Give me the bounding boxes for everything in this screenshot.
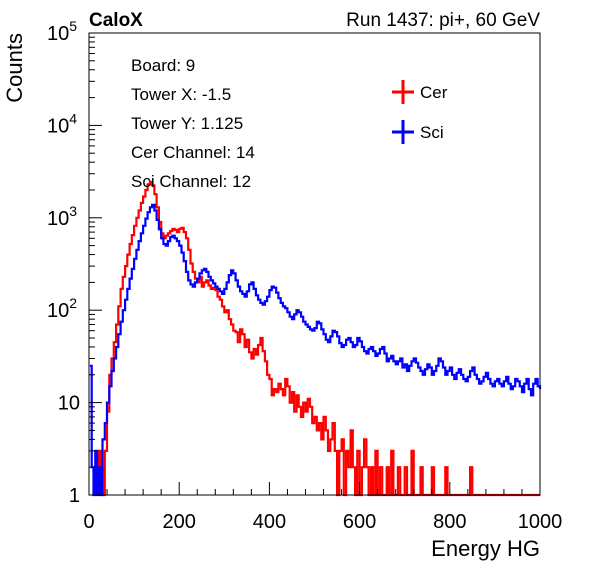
y-tick-label: 10 [58, 393, 80, 415]
legend-marker-cer [392, 80, 414, 104]
x-tick-label: 200 [163, 511, 196, 533]
x-tick-label: 1000 [518, 511, 563, 533]
y-tick-label: 102 [47, 295, 77, 322]
info-line-tower-y: Tower Y: 1.125 [131, 114, 243, 133]
y-axis-title: Counts [2, 33, 27, 103]
info-line-board: Board: 9 [131, 56, 195, 75]
legend: Cer Sci [392, 80, 448, 144]
x-tick-label: 0 [83, 511, 94, 533]
legend-label-cer: Cer [420, 83, 448, 102]
info-line-tower-x: Tower X: -1.5 [131, 85, 231, 104]
plot-frame [88, 32, 541, 496]
info-line-cer-channel: Cer Channel: 14 [131, 143, 255, 162]
info-text-block: Board: 9 Tower X: -1.5 Tower Y: 1.125 Ce… [131, 56, 255, 191]
legend-label-sci: Sci [420, 123, 444, 142]
x-axis-title: Energy HG [431, 536, 540, 561]
legend-marker-sci [392, 120, 414, 144]
header-right-label: Run 1437: pi+, 60 GeV [346, 10, 540, 31]
header-left-label: CaloX [89, 10, 143, 31]
y-axis-ticks: 1 10 102 103 104 105 [47, 18, 102, 507]
y-tick-label: 103 [47, 203, 77, 230]
x-tick-label: 600 [343, 511, 376, 533]
info-line-sci-channel: Sci Channel: 12 [131, 172, 251, 191]
y-tick-label: 104 [47, 110, 77, 137]
x-tick-label: 800 [433, 511, 466, 533]
series-line-sci [89, 203, 542, 497]
y-tick-label: 105 [47, 18, 77, 45]
x-axis-ticks: 0 200 400 600 800 1000 [83, 482, 562, 533]
y-tick-label: 1 [69, 485, 80, 507]
x-tick-label: 400 [253, 511, 286, 533]
